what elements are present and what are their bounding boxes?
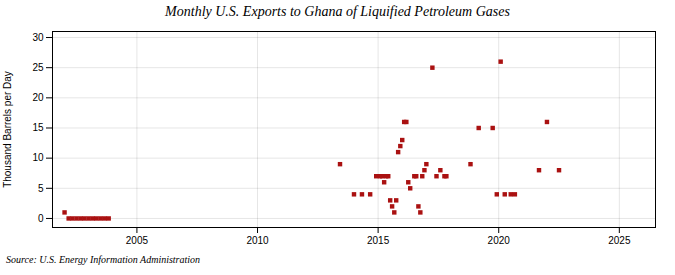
html-text:Monthly U.S. Exports to Ghana: Monthly U.S. Exports to Ghana of Liquifi… xyxy=(165,4,510,19)
svg-text:25: 25 xyxy=(32,62,44,73)
svg-text:2020: 2020 xyxy=(488,235,511,246)
svg-text:0: 0 xyxy=(38,213,44,224)
svg-text:15: 15 xyxy=(32,122,44,133)
html-text:Source: U.S. Energy Informatio: Source: U.S. Energy Information Administ… xyxy=(6,254,201,265)
svg-text:Thousand Barrels per Day: Thousand Barrels per Day xyxy=(2,71,13,188)
svg-text:2010: 2010 xyxy=(246,235,269,246)
svg-text:2025: 2025 xyxy=(608,235,631,246)
svg-text:10: 10 xyxy=(32,152,44,163)
svg-text:20: 20 xyxy=(32,92,44,103)
svg-text:2015: 2015 xyxy=(367,235,390,246)
svg-text:30: 30 xyxy=(32,32,44,43)
svg-text:2005: 2005 xyxy=(126,235,149,246)
svg-text:5: 5 xyxy=(38,183,44,194)
